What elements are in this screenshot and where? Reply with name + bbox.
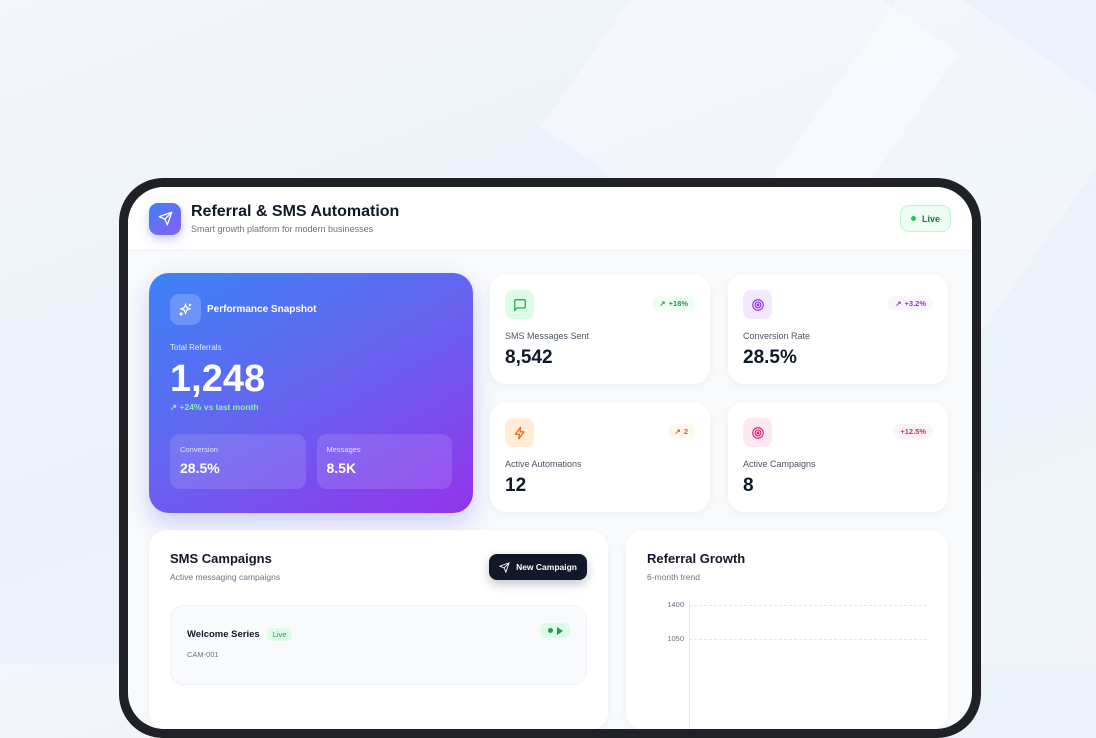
target-icon — [743, 290, 772, 319]
referral-growth-panel: Referral Growth 6-month trend 1400 1050 — [626, 530, 948, 729]
play-toggle-button[interactable] — [540, 623, 570, 638]
trend-badge: ↗ +18% — [652, 296, 695, 311]
stat-card-active-campaigns: +12.5% Active Campaigns 8 — [728, 402, 948, 512]
panel-title: SMS Campaigns — [170, 551, 272, 566]
y-axis-line — [689, 602, 690, 729]
badge-text: +12.5% — [900, 427, 926, 436]
stat-label: Active Automations — [505, 459, 582, 469]
stat-value: 28.5% — [743, 347, 797, 368]
status-dot-icon — [547, 628, 553, 633]
y-tick-label: 1400 — [667, 600, 684, 609]
y-tick-label: 1050 — [667, 634, 684, 643]
device-frame: Referral & SMS Automation Smart growth pl… — [119, 178, 981, 738]
panel-title: Referral Growth — [647, 551, 746, 566]
stat-value: 12 — [505, 475, 527, 496]
trend-badge: +12.5% — [893, 424, 933, 439]
campaign-id: CAM-001 — [187, 650, 219, 659]
target-icon — [743, 418, 772, 447]
stat-card-active-automations: ↗ 2 Active Automations 12 — [490, 402, 710, 512]
app-title: Referral & SMS Automation — [191, 203, 400, 220]
trend-text: +24% vs last month — [179, 402, 259, 412]
status-label: Live — [921, 213, 940, 224]
performance-snapshot-card: Performance Snapshot Total Referrals 1,2… — [149, 273, 473, 513]
mini-value: 28.5% — [180, 460, 220, 476]
play-icon — [556, 626, 563, 635]
stat-card-conversion-rate: ↗ +3.2% Conversion Rate 28.5% — [728, 274, 948, 384]
stat-label: Active Campaigns — [743, 459, 816, 469]
grid-line — [689, 639, 927, 640]
mini-label: Messages — [326, 445, 361, 454]
new-campaign-button[interactable]: New Campaign — [489, 554, 587, 580]
panel-subtitle: Active messaging campaigns — [170, 572, 281, 582]
sparkles-icon — [170, 294, 201, 325]
messages-mini-card: Messages 8.5K — [316, 434, 452, 489]
badge-text: +3.2% — [904, 299, 926, 308]
total-referrals-value: 1,248 — [170, 358, 266, 400]
send-icon — [149, 202, 181, 235]
app-subtitle: Smart growth platform for modern busines… — [191, 224, 374, 234]
conversion-mini-card: Conversion 28.5% — [170, 434, 306, 489]
grid-line — [689, 605, 927, 606]
send-icon — [499, 561, 510, 573]
trend-badge: ↗ 2 — [667, 424, 695, 439]
trending-up-icon: ↗ — [170, 402, 178, 412]
stat-card-sms-sent: ↗ +18% SMS Messages Sent 8,542 — [490, 274, 710, 384]
mini-value: 8.5K — [326, 460, 357, 476]
stat-value: 8,542 — [505, 347, 553, 368]
message-square-icon — [505, 290, 534, 319]
stat-label: SMS Messages Sent — [505, 331, 590, 341]
total-referrals-label: Total Referrals — [170, 343, 222, 352]
app-screen: Referral & SMS Automation Smart growth pl… — [128, 187, 972, 729]
status-dot-icon — [910, 216, 916, 221]
campaign-name: Welcome Series — [187, 629, 260, 640]
sms-campaigns-panel: SMS Campaigns Active messaging campaigns… — [149, 530, 608, 729]
trend-badge: ↗ +3.2% — [888, 296, 933, 311]
button-label: New Campaign — [516, 562, 577, 572]
campaign-status-badge: Live — [266, 628, 293, 641]
app-header: Referral & SMS Automation Smart growth pl… — [128, 187, 972, 251]
badge-text: +18% — [668, 299, 688, 308]
mini-label: Conversion — [180, 445, 218, 454]
live-status-badge: Live — [899, 205, 951, 232]
stat-label: Conversion Rate — [743, 331, 811, 341]
campaign-item[interactable]: Welcome Series Live CAM-001 — [170, 605, 587, 685]
panel-subtitle: 6-month trend — [647, 572, 700, 582]
badge-text: 2 — [683, 427, 688, 436]
zap-icon — [505, 418, 534, 447]
stat-value: 8 — [743, 475, 754, 496]
hero-title: Performance Snapshot — [207, 304, 317, 315]
